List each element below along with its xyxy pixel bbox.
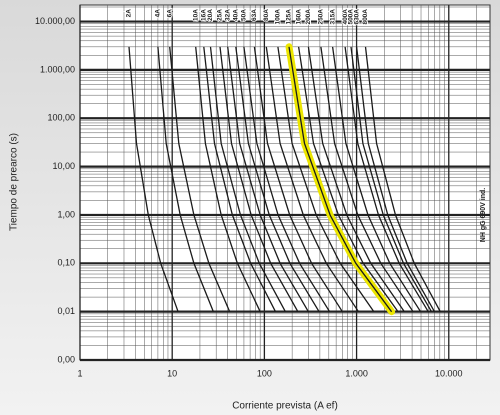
curve — [265, 46, 360, 313]
curve — [364, 46, 441, 313]
curve-label: 160A — [295, 9, 302, 25]
curve-label: 630A — [353, 9, 360, 25]
curves — [128, 43, 441, 316]
y-tick-label: 0,01 — [57, 306, 75, 316]
curve — [288, 46, 393, 313]
curve-label: 800A — [362, 9, 369, 25]
curve — [243, 46, 331, 313]
x-axis-label: Corriente prevista (A ef) — [232, 401, 338, 412]
curve-label: 250A — [318, 9, 325, 25]
curve-label: 500A — [348, 9, 355, 25]
curve — [253, 46, 343, 313]
curve-label: 315A — [329, 9, 336, 25]
curve-label: 100A — [275, 9, 282, 25]
curve — [128, 46, 179, 312]
curve — [320, 46, 414, 313]
curve-label: 6A — [166, 9, 173, 18]
curve — [297, 46, 399, 313]
curve — [209, 46, 286, 313]
curve-label: 10A — [192, 9, 199, 21]
curve — [219, 46, 299, 313]
y-tick-label: 10,00 — [52, 161, 75, 171]
curve — [235, 46, 320, 313]
y-tick-label: 0,00 — [57, 354, 75, 364]
curve-label: 200A — [305, 9, 312, 25]
curve-label: 16A — [201, 9, 208, 21]
y-tick-label: 10.000,00 — [35, 16, 75, 26]
y-tick-label: 0,10 — [57, 258, 75, 268]
curve-label: 50A — [241, 9, 248, 21]
curve — [203, 46, 277, 312]
y-tick-label: 1.000,00 — [40, 64, 75, 74]
x-tick-label: 1 — [77, 368, 82, 378]
curve — [195, 46, 261, 312]
curve-label: 125A — [286, 9, 293, 25]
curve — [157, 46, 215, 312]
y-tick-label: 100,00 — [47, 113, 75, 123]
curve — [227, 46, 309, 313]
y-tick-label: 1,00 — [57, 209, 75, 219]
curve — [307, 46, 405, 313]
curve — [350, 46, 433, 313]
curve — [355, 46, 436, 313]
labels: 1 10 100 1.000 10.000 0,00 0,01 0,10 1,00 10,00 10… — [35, 8, 463, 379]
curve — [169, 46, 231, 312]
curve — [331, 46, 422, 313]
curve-label: 4A — [155, 9, 162, 18]
curve-label: 25A — [217, 9, 224, 21]
curve-label: 2A — [126, 9, 133, 18]
curve-label: 80A — [263, 9, 270, 21]
y-axis-label: Tiempo de prearco (s) — [9, 133, 20, 231]
curve-label: 40A — [233, 9, 240, 21]
x-tick-label: 1.000 — [345, 368, 368, 378]
curve — [344, 46, 429, 313]
x-tick-label: 10 — [167, 368, 177, 378]
curve-label: 20A — [207, 9, 214, 21]
x-tick-label: 10.000 — [435, 368, 463, 378]
x-tick-label: 100 — [257, 368, 272, 378]
curve-label: 32A — [224, 9, 231, 21]
annotation: NH gG 690V ind. — [480, 188, 487, 243]
curve-label: 400A — [342, 9, 349, 25]
curve-label: 63A — [251, 9, 258, 21]
curve — [277, 46, 375, 313]
